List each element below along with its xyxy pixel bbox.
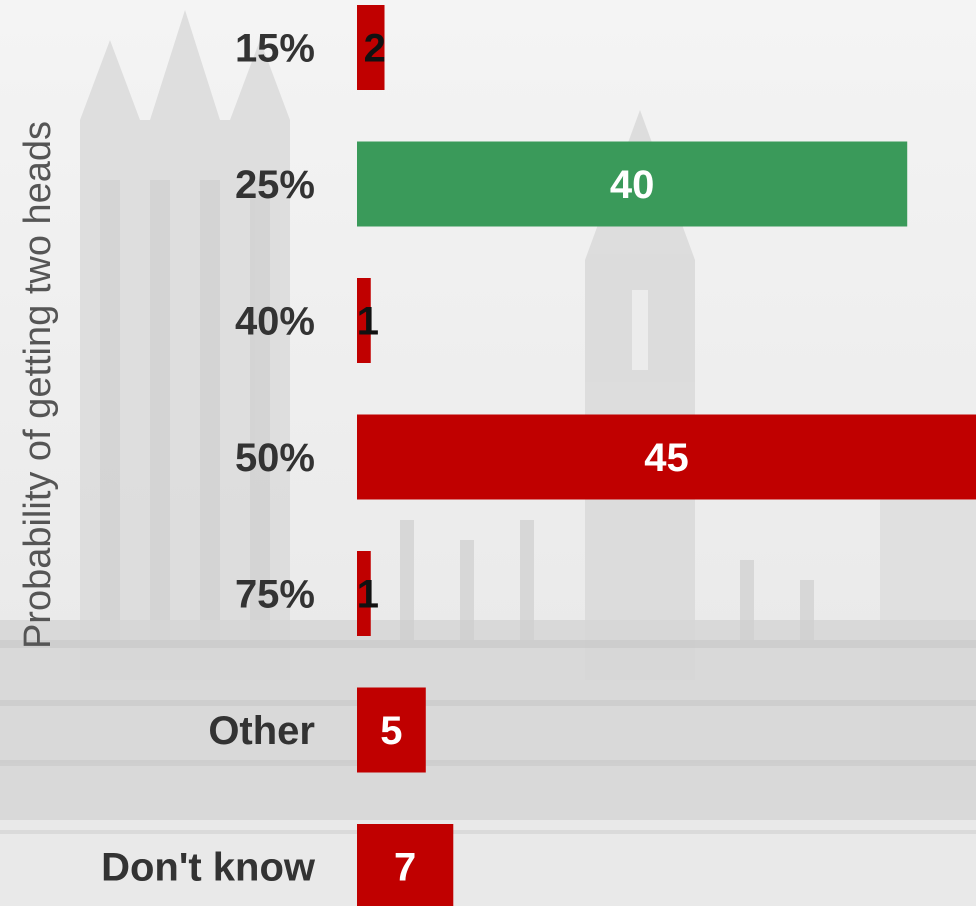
category-label: 40% [235,300,315,344]
bars-group [357,5,976,906]
category-label: Other [208,709,315,753]
bar-don-t-know [357,824,454,906]
category-label: Don't know [101,846,316,890]
category-label: 15% [235,27,315,71]
category-label: 50% [235,436,315,480]
bar-other [357,687,426,773]
bar-75 [357,551,371,636]
value-label: 7 [394,846,416,890]
value-label: 1 [357,573,379,617]
value-label: 45 [644,436,689,480]
category-label: 75% [235,573,315,617]
y-axis-title: Probability of getting two heads [17,121,59,649]
value-label: 5 [380,709,402,753]
bar-50 [357,414,976,500]
bar-25 [357,141,908,227]
value-label: 40 [610,163,655,207]
bar-40 [357,278,371,363]
bar-15 [357,5,385,90]
value-label: 2 [364,27,386,71]
value-labels: 2 40 1 45 1 5 7 [357,27,689,890]
category-label: 25% [235,163,315,207]
category-labels: 15% 25% 40% 50% 75% Other Don't know [101,27,316,890]
value-label: 1 [357,300,379,344]
